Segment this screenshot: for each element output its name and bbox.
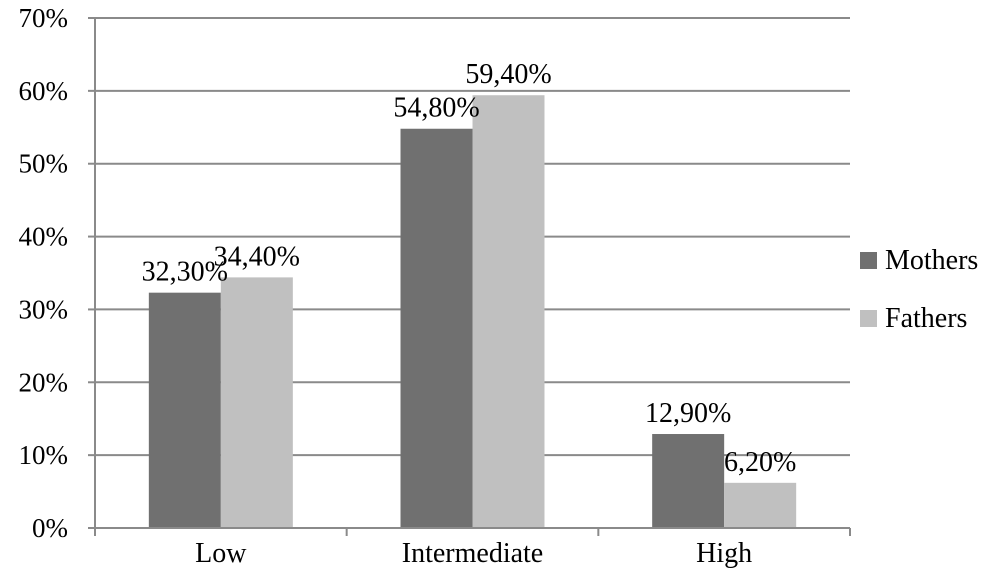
y-tick-label: 60% <box>19 76 69 106</box>
x-category-label: High <box>696 538 752 569</box>
legend: Mothers Fathers <box>860 245 978 334</box>
data-label: 12,90% <box>645 398 731 429</box>
bar-mothers-intermediate <box>400 128 473 528</box>
bar-fathers-high <box>724 482 797 528</box>
x-axis-category-labels: Low Intermediate High <box>195 538 752 569</box>
axes <box>88 17 851 536</box>
data-label: 6,20% <box>724 447 796 478</box>
legend-label-fathers: Fathers <box>885 303 967 334</box>
data-label: 32,30% <box>142 257 228 288</box>
y-tick-label: 20% <box>19 367 69 397</box>
bar-mothers-high <box>652 434 725 528</box>
y-tick-label: 50% <box>19 149 69 179</box>
data-label: 59,40% <box>465 59 551 90</box>
legend-swatch-mothers <box>860 252 877 269</box>
y-tick-label: 40% <box>19 222 69 252</box>
y-tick-label: 30% <box>19 294 69 324</box>
y-tick-label: 70% <box>19 3 69 33</box>
y-tick-label: 0% <box>32 513 68 543</box>
data-label: 54,80% <box>393 93 479 124</box>
y-tick-label: 10% <box>19 440 69 470</box>
legend-label-mothers: Mothers <box>885 245 978 276</box>
y-axis-tick-labels: 0% 10% 20% 30% 40% 50% 60% 70% <box>19 3 69 543</box>
x-category-label: Low <box>195 538 247 569</box>
legend-swatch-fathers <box>860 310 877 327</box>
bar-mothers-low <box>148 292 221 528</box>
bar-fathers-low <box>220 277 293 528</box>
bars <box>148 95 797 528</box>
data-label: 34,40% <box>214 241 300 272</box>
data-labels: 32,30%34,40% 54,80%59,40% 12,90% 6,20% <box>142 59 797 478</box>
bar-fathers-intermediate <box>472 95 545 528</box>
x-category-label: Intermediate <box>402 538 543 569</box>
